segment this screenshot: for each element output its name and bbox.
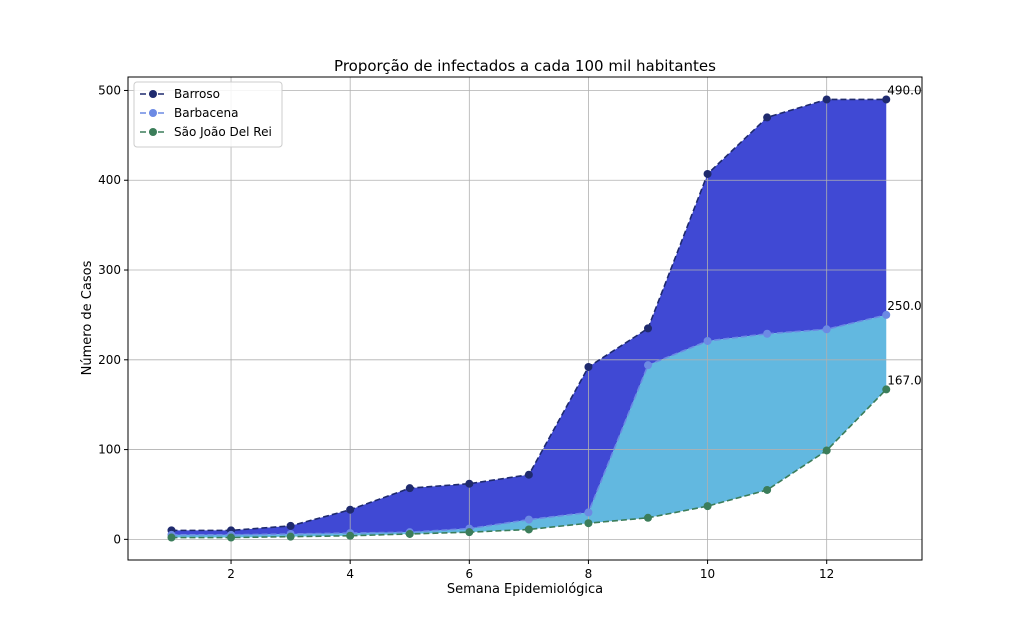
data-point-são-joão-del-rei xyxy=(346,531,355,540)
end-label-barbacena: 250.0 xyxy=(887,299,921,313)
data-point-barroso xyxy=(822,95,831,104)
data-point-são-joão-del-rei xyxy=(763,485,772,494)
y-tick-label: 500 xyxy=(98,83,121,97)
data-point-são-joão-del-rei xyxy=(644,513,653,522)
legend-swatch-marker-são-joão-del-rei xyxy=(149,128,157,136)
data-point-são-joão-del-rei xyxy=(286,532,295,541)
axis-ticks: 2 4 6 8 10 12 0 100 200 300 400 500 xyxy=(98,83,834,581)
data-point-barbacena xyxy=(524,515,533,524)
data-point-barroso xyxy=(286,521,295,530)
data-point-são-joão-del-rei xyxy=(703,502,712,511)
data-point-são-joão-del-rei xyxy=(167,533,176,542)
data-point-barbacena xyxy=(584,508,593,517)
x-tick-label: 4 xyxy=(346,567,354,581)
data-point-são-joão-del-rei xyxy=(465,528,474,537)
x-tick-label: 10 xyxy=(700,567,715,581)
data-point-barbacena xyxy=(822,325,831,334)
data-point-são-joão-del-rei xyxy=(524,525,533,534)
legend-box xyxy=(133,81,283,148)
data-point-barroso xyxy=(763,113,772,122)
legend-swatch-marker-barroso xyxy=(149,90,157,98)
data-point-barbacena xyxy=(882,310,891,319)
end-label-barroso: 490.0 xyxy=(887,83,921,97)
legend-label-barroso: Barroso xyxy=(174,87,220,101)
x-tick-label: 6 xyxy=(465,567,473,581)
data-point-são-joão-del-rei xyxy=(584,519,593,528)
grid xyxy=(128,77,922,560)
y-tick-label: 100 xyxy=(98,443,121,457)
x-tick-label: 8 xyxy=(585,567,593,581)
y-tick-label: 0 xyxy=(113,532,121,546)
data-point-são-joão-del-rei xyxy=(227,533,236,542)
y-tick-label: 200 xyxy=(98,353,121,367)
legend-label-são-joão-del-rei: São João Del Rei xyxy=(174,125,272,139)
x-tick-label: 2 xyxy=(227,567,235,581)
x-axis-label: Semana Epidemiológica xyxy=(447,582,603,597)
data-point-barroso xyxy=(524,470,533,479)
data-point-barbacena xyxy=(763,329,772,338)
data-point-são-joão-del-rei xyxy=(882,385,891,394)
data-point-barroso xyxy=(703,169,712,178)
data-point-são-joão-del-rei xyxy=(405,529,414,538)
legend: Barroso Barbacena São João Del Rei xyxy=(133,81,283,148)
data-point-barroso xyxy=(465,479,474,488)
data-point-barroso xyxy=(346,505,355,514)
data-point-são-joão-del-rei xyxy=(822,446,831,455)
end-label-são-joão-del-rei: 167.0 xyxy=(887,373,921,387)
legend-swatch-marker-barbacena xyxy=(149,109,157,117)
series-lines: 490.0 250.0 167.0 xyxy=(167,83,922,542)
data-point-barroso xyxy=(405,484,414,493)
data-point-barroso xyxy=(644,324,653,333)
chart-title: Proporção de infectados a cada 100 mil h… xyxy=(334,57,716,75)
legend-label-barbacena: Barbacena xyxy=(174,106,238,120)
y-tick-label: 300 xyxy=(98,263,121,277)
data-point-barroso xyxy=(882,95,891,104)
data-point-barbacena xyxy=(644,361,653,370)
y-tick-label: 400 xyxy=(98,173,121,187)
data-point-barroso xyxy=(584,362,593,371)
plot-frame xyxy=(127,76,923,561)
data-point-barbacena xyxy=(703,336,712,345)
x-tick-label: 12 xyxy=(819,567,834,581)
y-axis-label: Número de Casos xyxy=(80,260,95,375)
